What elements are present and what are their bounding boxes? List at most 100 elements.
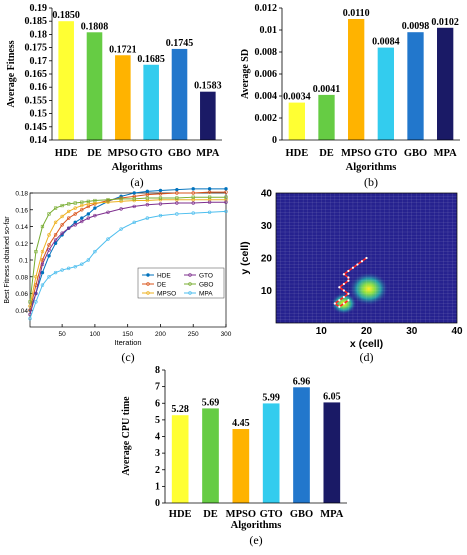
data-point — [106, 237, 110, 241]
path-point — [338, 305, 341, 308]
data-point — [119, 227, 123, 231]
y-tick-label: 0.14 — [30, 135, 48, 146]
data-point — [191, 187, 195, 191]
path-point — [333, 302, 336, 305]
y-tick-label: 4 — [155, 432, 160, 443]
data-point — [93, 249, 97, 254]
data-point — [132, 191, 136, 195]
y-tick-label: 3 — [155, 448, 160, 459]
data-point — [208, 195, 212, 199]
data-label: 6.96 — [293, 376, 311, 387]
category-label: GBO — [404, 148, 427, 159]
legend-label: MPA — [199, 290, 213, 297]
category-label: GTO — [374, 148, 397, 159]
panel-caption: (b) — [364, 175, 378, 189]
data-point — [145, 189, 150, 194]
data-point — [47, 233, 51, 237]
x-tick-label: 200 — [155, 331, 166, 338]
data-point — [93, 213, 97, 218]
data-label: 4.45 — [232, 418, 250, 429]
y-tick-label: 8 — [155, 365, 160, 376]
data-point — [145, 203, 150, 207]
data-point — [207, 187, 212, 191]
y-tick-label: 40 — [261, 189, 273, 200]
x-tick-label: 100 — [89, 331, 100, 338]
data-point — [158, 202, 163, 206]
path-point — [342, 302, 345, 305]
data-point — [106, 210, 110, 214]
data-point — [86, 212, 91, 216]
x-tick-label: 250 — [188, 331, 199, 338]
category-label: HDE — [169, 509, 192, 520]
panel-caption: (c) — [121, 350, 134, 364]
path-point — [347, 299, 350, 302]
y-tick-label: 0.1 — [19, 258, 28, 265]
y-tick-label: 0.01 — [260, 25, 278, 36]
bar-gbo — [293, 387, 310, 503]
data-label: 6.05 — [323, 391, 341, 402]
data-point — [34, 275, 38, 279]
data-point — [191, 201, 195, 205]
data-point — [53, 270, 58, 275]
category-label: GBO — [168, 148, 191, 159]
y-tick-label: 0.06 — [15, 291, 28, 298]
data-point — [47, 254, 51, 258]
data-point — [119, 197, 123, 201]
series-line-mpso — [29, 199, 226, 307]
data-point — [66, 216, 71, 220]
y-axis-title: Average CPU time — [121, 396, 132, 476]
data-point — [80, 208, 84, 212]
data-point — [158, 192, 163, 196]
data-point — [175, 187, 179, 192]
y-tick-label: 0.04 — [15, 308, 28, 315]
heatmap-chart-d: 10 20 30 40 10 20 30 40 x (cell) y (cell) (d) — [239, 189, 463, 365]
category-label: GBO — [290, 509, 313, 520]
path-point — [356, 263, 359, 266]
data-point — [47, 243, 51, 247]
y-tick-label: 20 — [261, 254, 273, 265]
data-point — [47, 212, 51, 216]
category-label: GTO — [260, 509, 283, 520]
data-point — [47, 248, 51, 252]
path-point — [347, 292, 350, 295]
y-tick-label: 0.16 — [30, 82, 48, 93]
data-point — [28, 300, 32, 304]
bar-chart-b: 0 0.002 0.004 0.006 0.008 0.01 0.012 0.0034 HDE 0… — [240, 3, 460, 189]
bar-hde — [288, 102, 305, 140]
data-point — [80, 262, 84, 266]
path-point — [338, 286, 341, 289]
data-point — [158, 188, 163, 193]
panel-caption: (e) — [249, 533, 262, 547]
y-tick-label: 0.17 — [30, 56, 48, 67]
y-tick-label: 30 — [261, 221, 273, 232]
data-label: 0.1745 — [166, 38, 194, 49]
bar-mpso — [115, 55, 131, 141]
data-label: 0.1808 — [81, 21, 109, 32]
y-tick-label: 0.008 — [255, 47, 278, 58]
category-label: DE — [87, 148, 102, 159]
data-label: 0.0034 — [283, 92, 311, 103]
data-point — [40, 249, 45, 254]
data-point — [34, 291, 38, 296]
data-point — [175, 196, 179, 200]
data-point — [67, 202, 71, 206]
y-tick-label: 0.002 — [255, 113, 278, 124]
data-label: 5.69 — [202, 397, 220, 408]
bar-de — [318, 94, 335, 140]
bar-mpa — [200, 91, 216, 140]
y-axis-title: Best Fitness obtained so-far — [4, 216, 11, 304]
data-label: 5.28 — [171, 404, 189, 415]
y-tick-label: 7 — [155, 382, 160, 393]
category-label: DE — [203, 509, 218, 520]
data-label: 0.0041 — [313, 84, 341, 95]
data-point — [60, 223, 64, 227]
line-chart-c: 0.04 0.06 0.08 0.1 0.12 0.14 0.16 0.18 50 100 150 2… — [4, 187, 232, 364]
data-point — [191, 191, 195, 195]
bar-gto — [377, 47, 394, 140]
data-point — [53, 233, 58, 237]
chart-panel-e: 0 1 2 3 4 5 6 7 8 5.28 HDE 5.69 DE 4.45 MPSO 5.99 GTO 6.9… — [115, 360, 355, 550]
data-point — [175, 201, 179, 205]
x-axis-title: Iteration — [114, 338, 141, 347]
data-point — [66, 226, 71, 230]
path-point — [342, 273, 345, 276]
